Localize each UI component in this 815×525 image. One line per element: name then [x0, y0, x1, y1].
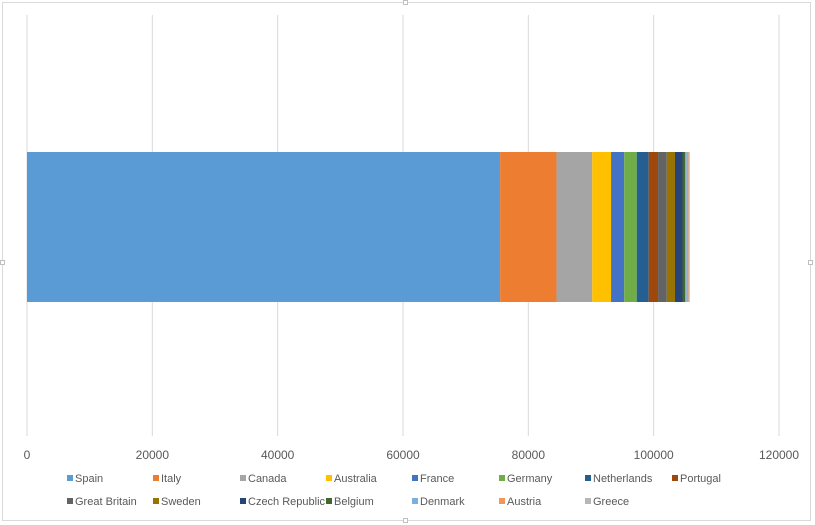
bar-segment[interactable]: [666, 152, 675, 302]
bar-segment[interactable]: [685, 152, 687, 302]
legend-swatch: [412, 498, 418, 504]
legend-label: Greece: [593, 496, 629, 508]
x-tick-label: 0: [24, 448, 31, 462]
legend-label: Portugal: [680, 473, 721, 485]
legend-item[interactable]: France: [412, 473, 454, 485]
legend-item[interactable]: Belgium: [326, 496, 374, 508]
x-tick-label: 120000: [759, 448, 799, 462]
legend-swatch: [240, 498, 246, 504]
bar-segment[interactable]: [682, 152, 685, 302]
x-tick-label: 20000: [136, 448, 170, 462]
legend-item[interactable]: Canada: [240, 473, 287, 485]
legend-item[interactable]: Austria: [499, 496, 542, 508]
legend-swatch: [67, 475, 73, 481]
x-tick-label: 80000: [512, 448, 546, 462]
legend-label: Belgium: [334, 496, 374, 508]
bar-segment[interactable]: [648, 152, 659, 302]
resize-handle-bottom[interactable]: [403, 518, 408, 523]
legend-label: Sweden: [161, 496, 201, 508]
legend-swatch: [326, 498, 332, 504]
bar-segment[interactable]: [686, 152, 689, 302]
bar-segments: [27, 152, 690, 302]
legend-item[interactable]: Germany: [499, 473, 553, 485]
legend-label: Austria: [507, 496, 542, 508]
resize-handle-right[interactable]: [808, 260, 813, 265]
legend-item[interactable]: Greece: [585, 496, 629, 508]
bar-segment[interactable]: [688, 152, 690, 302]
legend-swatch: [672, 475, 678, 481]
bar-segment[interactable]: [27, 152, 501, 302]
legend-swatch: [240, 475, 246, 481]
legend-label: Italy: [161, 473, 182, 485]
legend-label: France: [420, 473, 454, 485]
legend-label: Denmark: [420, 496, 465, 508]
bar-segment[interactable]: [674, 152, 683, 302]
x-tick-label: 60000: [386, 448, 420, 462]
legend-label: Netherlands: [593, 473, 653, 485]
x-axis-tick-labels: 0 20000 40000 60000 80000 100000 120000: [24, 448, 800, 462]
bar-segment[interactable]: [611, 152, 625, 302]
legend-swatch: [153, 498, 159, 504]
legend-swatch: [499, 475, 505, 481]
x-tick-label: 100000: [634, 448, 674, 462]
legend-swatch: [412, 475, 418, 481]
legend-label: Australia: [334, 473, 378, 485]
legend-swatch: [153, 475, 159, 481]
legend-swatch: [67, 498, 73, 504]
legend-item[interactable]: Australia: [326, 473, 378, 485]
bar-segment[interactable]: [658, 152, 667, 302]
legend[interactable]: Spain Italy Canada Australia France Germany Ne…: [67, 473, 721, 508]
legend-label: Great Britain: [75, 496, 137, 508]
legend-item[interactable]: Italy: [153, 473, 182, 485]
legend-item[interactable]: Denmark: [412, 496, 465, 508]
bar-segment[interactable]: [500, 152, 557, 302]
legend-label: Germany: [507, 473, 553, 485]
legend-item[interactable]: Sweden: [153, 496, 201, 508]
legend-label: Czech Republic: [248, 496, 326, 508]
bar-segment[interactable]: [592, 152, 612, 302]
legend-swatch: [585, 475, 591, 481]
resize-handle-left[interactable]: [0, 260, 5, 265]
legend-item[interactable]: Portugal: [672, 473, 721, 485]
legend-label: Spain: [75, 473, 103, 485]
legend-item[interactable]: Netherlands: [585, 473, 653, 485]
legend-item[interactable]: Great Britain: [67, 496, 137, 508]
legend-swatch: [585, 498, 591, 504]
bar-segment[interactable]: [556, 152, 593, 302]
legend-item[interactable]: Czech Republic: [240, 496, 326, 508]
bar-segment[interactable]: [624, 152, 637, 302]
legend-label: Canada: [248, 473, 287, 485]
legend-swatch: [499, 498, 505, 504]
x-tick-label: 40000: [261, 448, 295, 462]
bar-segment[interactable]: [636, 152, 649, 302]
resize-handle-top[interactable]: [403, 0, 408, 5]
legend-item[interactable]: Spain: [67, 473, 103, 485]
legend-swatch: [326, 475, 332, 481]
